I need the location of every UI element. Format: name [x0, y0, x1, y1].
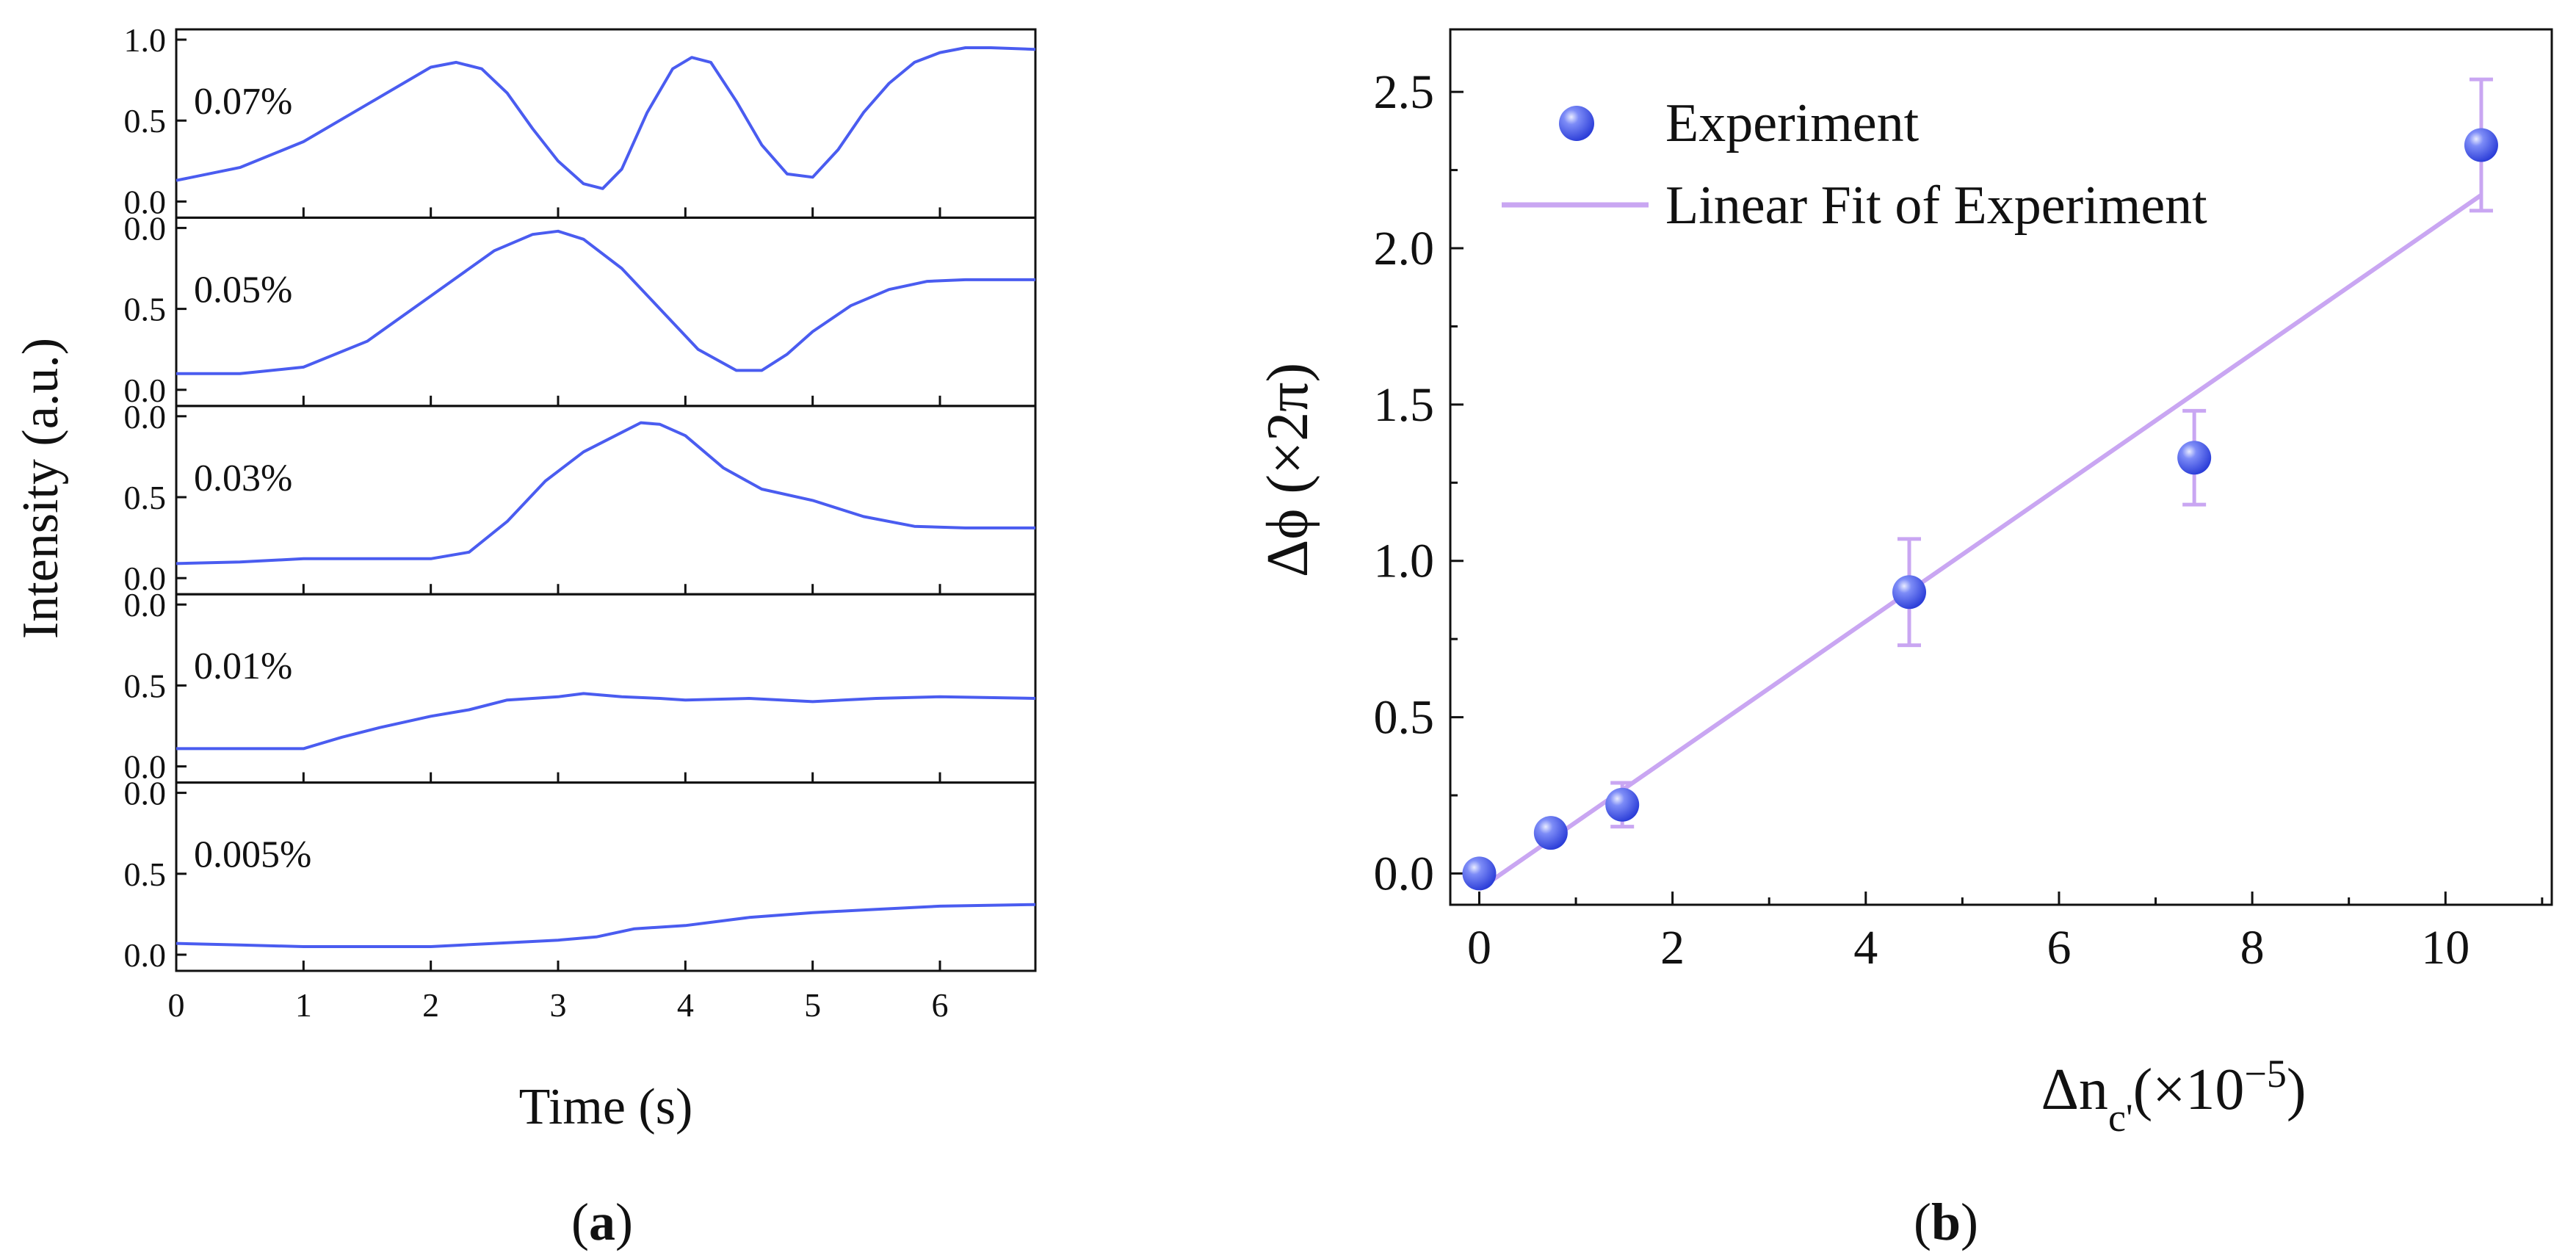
y-tick-label: 1.0 — [1374, 535, 1435, 588]
trace-line — [176, 692, 1036, 751]
subplot-frame — [175, 405, 1037, 596]
y-tick-label: 0.0 — [124, 372, 167, 409]
x-axis-label-b: Δnc'(×10−5) — [2041, 1052, 2306, 1140]
data-point — [1892, 575, 1926, 610]
plot-frame — [1449, 28, 2553, 906]
y-tick-label: 0.0 — [124, 398, 167, 435]
y-tick-label: 2.5 — [1374, 65, 1435, 119]
x-tick-label: 4 — [677, 986, 694, 1024]
subplot-frame — [175, 781, 1037, 972]
x-tick-label: 3 — [550, 986, 567, 1024]
subplot-frame — [175, 216, 1037, 408]
fit-line — [1477, 193, 2483, 892]
data-point — [2464, 128, 2498, 162]
y-tick-label: 0.0 — [124, 936, 167, 974]
concentration-label: 0.01% — [194, 646, 292, 687]
y-tick-label: 0.0 — [124, 748, 167, 786]
panel-a-chart: 0.00.51.00.07%0.00.50.00.05%0.00.50.00.0… — [12, 21, 1037, 1251]
subplot-1: 0.0 0.5 1.0 0.07% — [124, 21, 1037, 220]
y-tick-label: 0.5 — [124, 102, 167, 140]
trace-line — [176, 421, 1035, 565]
scatter-plot-area: 0.0 0.5 1.0 1.5 2.0 2.5 0 2 4 6 8 10 — [1374, 28, 2553, 975]
x-tick-label: 6 — [932, 986, 949, 1024]
y-tick-label: 0.0 — [1374, 847, 1435, 900]
y-axis-label-a: Intensity (a.u.) — [12, 338, 69, 639]
trace-line — [176, 903, 1036, 948]
y-tick-label: 0.5 — [124, 291, 167, 328]
trace-line — [176, 229, 1035, 375]
x-tick-label: 10 — [2421, 921, 2470, 975]
subplot-frame — [175, 28, 1037, 219]
x-tick-label: 4 — [1853, 921, 1878, 975]
subplot-4: 0.0 0.5 0.0 0.01% — [124, 586, 1037, 786]
y-tick-label: 0.0 — [124, 775, 167, 812]
x-tick-label: 8 — [2240, 921, 2265, 975]
y-tick-label: 0.5 — [124, 479, 167, 516]
y-tick-label: 0.5 — [124, 667, 167, 704]
subplot-frame — [175, 593, 1037, 784]
concentration-label: 0.05% — [194, 269, 292, 311]
subplot-stack: 0.00.51.00.07%0.00.50.00.05%0.00.50.00.0… — [124, 21, 1037, 1024]
x-tick-label: 5 — [804, 986, 821, 1024]
y-tick-label: 2.0 — [1374, 222, 1435, 275]
concentration-label: 0.03% — [194, 458, 292, 499]
legend: Experiment Linear Fit of Experiment — [1502, 93, 2207, 236]
y-tick-label: 1.5 — [1374, 378, 1435, 432]
y-tick-label: 0.5 — [1374, 691, 1435, 745]
legend-marker-experiment — [1559, 106, 1594, 141]
panel-label-a: (a) — [571, 1193, 633, 1251]
concentration-label: 0.07% — [194, 81, 292, 123]
subplot-5: 0.0 0.5 0.0 0.005% — [124, 775, 1037, 974]
subplot-2: 0.0 0.5 0.0 0.05% — [124, 209, 1037, 409]
y-tick-label: 0.0 — [124, 586, 167, 623]
x-tick-label: 2 — [422, 986, 439, 1024]
y-tick-label: 0.0 — [124, 183, 167, 220]
x-tick-label: 6 — [2047, 921, 2071, 975]
x-tick-label: 0 — [168, 986, 185, 1024]
data-point — [2177, 441, 2212, 475]
legend-label-fit: Linear Fit of Experiment — [1665, 176, 2207, 236]
legend-label-experiment: Experiment — [1665, 93, 1920, 153]
x-axis-label-a: Time (s) — [519, 1079, 693, 1135]
concentration-label: 0.005% — [194, 834, 311, 876]
trace-line — [176, 46, 1036, 190]
subplot-3: 0.0 0.5 0.0 0.03% — [124, 398, 1037, 597]
x-tick-label: 1 — [295, 986, 312, 1024]
data-point — [1533, 816, 1568, 850]
data-point — [1462, 856, 1497, 891]
y-tick-label: 0.0 — [124, 560, 167, 597]
y-tick-label: 1.0 — [124, 21, 167, 59]
data-point — [1605, 787, 1640, 822]
x-tick-label: 0 — [1467, 921, 1491, 975]
y-tick-label: 0.5 — [124, 856, 167, 893]
panel-b-chart: 0.0 0.5 1.0 1.5 2.0 2.5 0 2 4 6 8 10 Δϕ (×2π) Δnc'(… — [1256, 28, 2553, 1251]
y-tick-label: 0.0 — [124, 209, 167, 247]
x-tick-label: 2 — [1660, 921, 1685, 975]
y-axis-label-b: Δϕ (×2π) — [1256, 363, 1320, 577]
panel-label-b: (b) — [1914, 1193, 1978, 1251]
